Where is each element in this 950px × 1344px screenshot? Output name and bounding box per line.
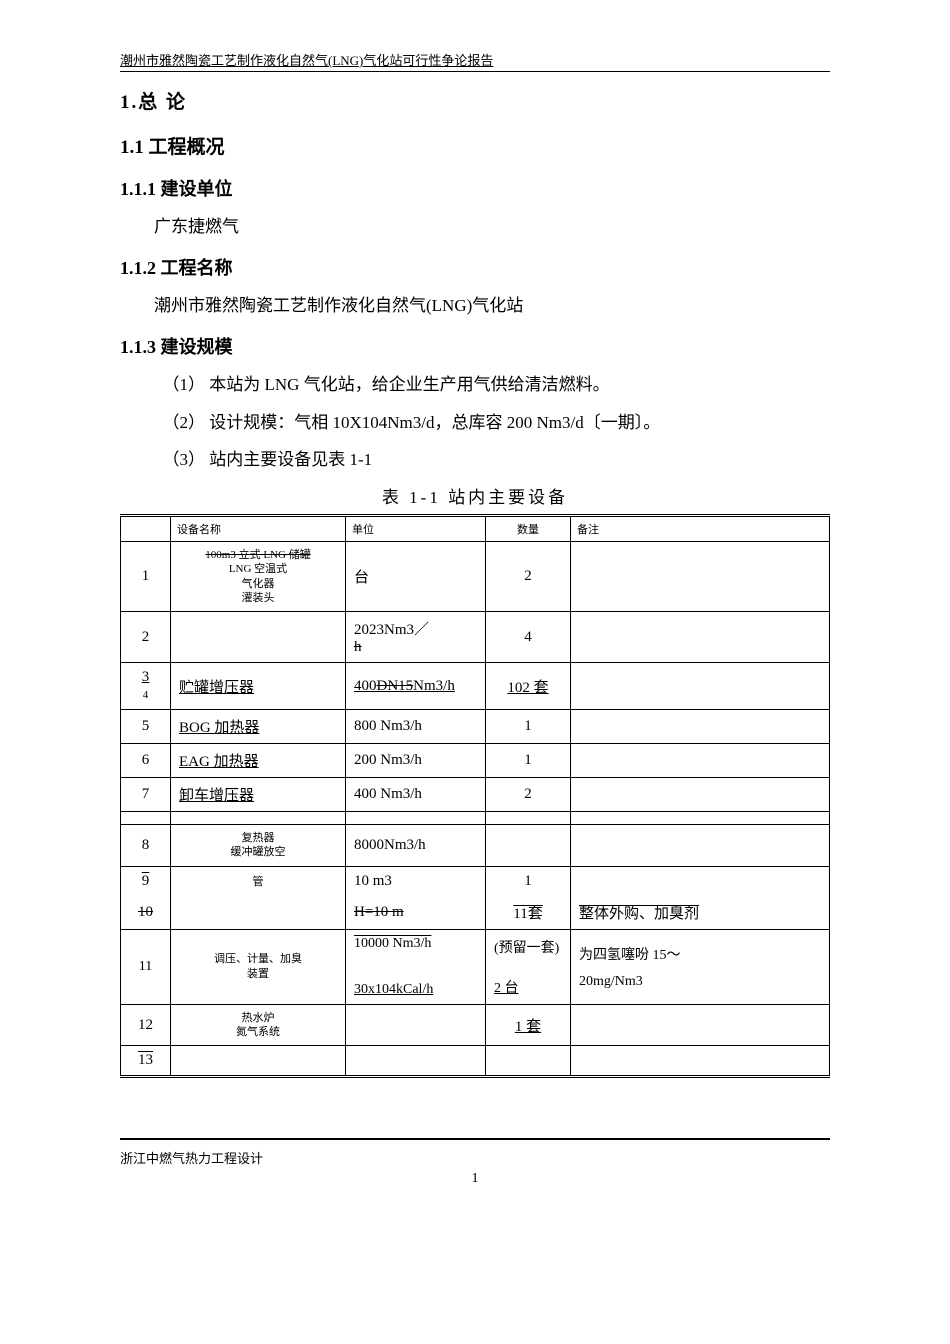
list-item-3: （3） 站内主要设备见表 1-1 <box>120 446 830 473</box>
table-cell: EAG 加热器 <box>171 744 346 778</box>
table-cell: 2 <box>486 778 571 812</box>
table-row: 1 100m3 立式 LNG 储罐 LNG 空温式 气化器 灌装头 台 2 <box>121 541 830 611</box>
table-cell: 1 套 <box>486 1004 571 1046</box>
table-cell <box>571 825 830 867</box>
table-cell: 为四氢噻吩 15～ 20mg/Nm3 <box>571 929 830 1004</box>
table-cell: 3 4 <box>121 663 171 710</box>
table-cell <box>571 541 830 611</box>
table-cell: 8000Nm3/h <box>346 825 486 867</box>
table-cell: 2 <box>486 541 571 611</box>
table-cell: 2 <box>121 612 171 663</box>
page-number: 1 <box>120 1171 830 1187</box>
table-title: 表 1-1 站内主要设备 <box>120 483 830 508</box>
table-cell <box>571 1004 830 1046</box>
table-cell: 整体外购、加臭剂 <box>571 896 830 930</box>
table-cell <box>571 812 830 825</box>
table-cell: 102 套 <box>486 663 571 710</box>
table-cell: 10000 Nm3/h 30x104kCal/h <box>346 929 486 1004</box>
table-cell <box>571 710 830 744</box>
table-cell <box>486 812 571 825</box>
table-cell: 管 <box>171 866 346 896</box>
table-row: 5 BOG 加热器 800 Nm3/h 1 <box>121 710 830 744</box>
table-cell: 6 <box>121 744 171 778</box>
table-cell: 8 <box>121 825 171 867</box>
table-cell <box>571 778 830 812</box>
heading-1-1-1: 1.1.1 建设单位 <box>120 175 830 201</box>
table-header: 数量 <box>486 515 571 541</box>
table-cell: 1 <box>486 710 571 744</box>
table-cell <box>571 744 830 778</box>
table-cell <box>171 896 346 930</box>
table-cell: 9 <box>121 866 171 896</box>
table-cell: 卸车增压器 <box>171 778 346 812</box>
table-cell: 1 <box>121 541 171 611</box>
table-cell: 复热器 缓冲罐放空 <box>171 825 346 867</box>
table-cell: (预留一套) 2 台 <box>486 929 571 1004</box>
running-header: 潮州市雅然陶瓷工艺制作液化自然气(LNG)气化站可行性争论报告 <box>120 50 830 71</box>
table-cell: 10 m3 <box>346 866 486 896</box>
heading-1: 1.总 论 <box>120 87 830 114</box>
table-cell: 400 Nm3/h <box>346 778 486 812</box>
table-cell: 7 <box>121 778 171 812</box>
table-header <box>121 515 171 541</box>
table-cell <box>346 812 486 825</box>
table-cell <box>121 812 171 825</box>
table-row: 11 调压、计量、加臭 装置 10000 Nm3/h 30x104kCal/h … <box>121 929 830 1004</box>
table-cell <box>171 612 346 663</box>
table-row <box>121 812 830 825</box>
table-cell: 热水炉 氮气系统 <box>171 1004 346 1046</box>
table-cell <box>571 1046 830 1077</box>
table-cell: 2023Nm3／ h <box>346 612 486 663</box>
list-item-2: （2） 设计规模：气相 10X104Nm3/d，总库容 200 Nm3/d〔一期… <box>120 409 830 436</box>
table-cell <box>171 812 346 825</box>
table-cell: 11套 <box>486 896 571 930</box>
table-cell: 800 Nm3/h <box>346 710 486 744</box>
table-cell: 100m3 立式 LNG 储罐 LNG 空温式 气化器 灌装头 <box>171 541 346 611</box>
table-cell <box>571 612 830 663</box>
page-footer: 浙江中燃气热力工程设计 1 <box>120 1138 830 1187</box>
table-row: 6 EAG 加热器 200 Nm3/h 1 <box>121 744 830 778</box>
table-cell <box>571 663 830 710</box>
table-cell: 1 <box>486 744 571 778</box>
table-row: 9 管 10 m3 1 <box>121 866 830 896</box>
equipment-table: 设备名称 单位 数量 备注 1 100m3 立式 LNG 储罐 LNG 空温式 … <box>120 514 830 1078</box>
table-cell: 200 Nm3/h <box>346 744 486 778</box>
table-cell: 400DN15Nm3/h <box>346 663 486 710</box>
table-cell <box>571 866 830 896</box>
footer-left: 浙江中燃气热力工程设计 <box>120 1151 263 1166</box>
table-header: 单位 <box>346 515 486 541</box>
table-cell: 13 <box>121 1046 171 1077</box>
table-cell: 11 <box>121 929 171 1004</box>
table-cell: 4 <box>486 612 571 663</box>
table-cell: 调压、计量、加臭 装置 <box>171 929 346 1004</box>
table-row: 12 热水炉 氮气系统 1 套 <box>121 1004 830 1046</box>
list-item-1: （1） 本站为 LNG 气化站，给企业生产用气供给清洁燃料。 <box>120 371 830 398</box>
table-cell: 1 <box>486 866 571 896</box>
heading-1-1: 1.1 工程概况 <box>120 132 830 159</box>
table-row: 7 卸车增压器 400 Nm3/h 2 <box>121 778 830 812</box>
table-cell <box>346 1004 486 1046</box>
table-cell: 贮罐增压器 <box>171 663 346 710</box>
body-1-1-1: 广东捷燃气 <box>120 213 830 240</box>
table-header: 备注 <box>571 515 830 541</box>
table-row: 3 4 贮罐增压器 400DN15Nm3/h 102 套 <box>121 663 830 710</box>
table-cell <box>486 1046 571 1077</box>
heading-1-1-3: 1.1.3 建设规模 <box>120 333 830 359</box>
table-cell: 12 <box>121 1004 171 1046</box>
table-cell: BOG 加热器 <box>171 710 346 744</box>
table-row: 10 H=10 m 11套 整体外购、加臭剂 <box>121 896 830 930</box>
table-cell: 台 <box>346 541 486 611</box>
table-cell: 10 <box>121 896 171 930</box>
table-cell <box>346 1046 486 1077</box>
table-row: 13 <box>121 1046 830 1077</box>
table-cell: 5 <box>121 710 171 744</box>
table-cell: H=10 m <box>346 896 486 930</box>
table-cell <box>171 1046 346 1077</box>
table-cell <box>486 825 571 867</box>
body-1-1-2: 潮州市雅然陶瓷工艺制作液化自然气(LNG)气化站 <box>120 292 830 319</box>
table-row: 2 2023Nm3／ h 4 <box>121 612 830 663</box>
table-header: 设备名称 <box>171 515 346 541</box>
table-row: 8 复热器 缓冲罐放空 8000Nm3/h <box>121 825 830 867</box>
heading-1-1-2: 1.1.2 工程名称 <box>120 254 830 280</box>
